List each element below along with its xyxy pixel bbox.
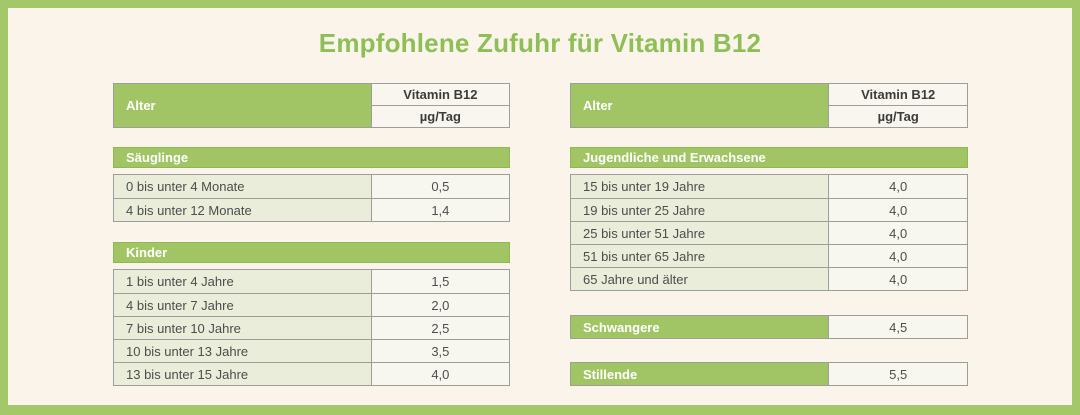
table-row: 1 bis unter 4 Jahre 1,5 xyxy=(114,270,509,293)
row-value: 4,0 xyxy=(370,363,509,385)
row-value: 4,0 xyxy=(828,222,967,244)
table-row: 4 bis unter 7 Jahre 2,0 xyxy=(114,293,509,316)
tables-container: Alter Vitamin B12 µg/Tag Säuglinge 0 bis… xyxy=(113,83,1072,386)
rows-kinder: 1 bis unter 4 Jahre 1,5 4 bis unter 7 Ja… xyxy=(113,269,510,386)
row-value: 1,5 xyxy=(370,270,509,293)
table-row: 19 bis unter 25 Jahre 4,0 xyxy=(571,198,967,221)
nutrient-header-cell: Vitamin B12 xyxy=(371,84,509,105)
unit-header-cell: µg/Tag xyxy=(829,105,967,127)
row-value: 5,5 xyxy=(828,363,967,385)
nutrient-header-cell: Vitamin B12 xyxy=(829,84,967,105)
row-label: 0 bis unter 4 Monate xyxy=(114,175,371,198)
row-label: Schwangere xyxy=(571,316,829,338)
table-row: 15 bis unter 19 Jahre 4,0 xyxy=(571,175,967,198)
row-value: 2,0 xyxy=(370,294,509,316)
row-label: 19 bis unter 25 Jahre xyxy=(571,199,829,221)
section-bar-saeuglinge: Säuglinge xyxy=(113,147,510,168)
table-row: 4 bis unter 12 Monate 1,4 xyxy=(114,198,509,221)
value-column-header: Vitamin B12 µg/Tag xyxy=(828,84,967,127)
age-column-header: Alter xyxy=(571,84,829,127)
row-label: 65 Jahre und älter xyxy=(571,268,829,290)
row-label: Stillende xyxy=(571,363,829,385)
row-label: 51 bis unter 65 Jahre xyxy=(571,245,829,267)
table-row: 7 bis unter 10 Jahre 2,5 xyxy=(114,316,509,339)
row-label: 4 bis unter 12 Monate xyxy=(114,199,371,221)
row-value: 4,5 xyxy=(828,316,967,338)
row-label: 4 bis unter 7 Jahre xyxy=(114,294,371,316)
table-row: 10 bis unter 13 Jahre 3,5 xyxy=(114,339,509,362)
value-column-header: Vitamin B12 µg/Tag xyxy=(370,84,509,127)
table-row: 51 bis unter 65 Jahre 4,0 xyxy=(571,244,967,267)
row-label: 25 bis unter 51 Jahre xyxy=(571,222,829,244)
left-table: Alter Vitamin B12 µg/Tag Säuglinge 0 bis… xyxy=(113,83,510,386)
right-table: Alter Vitamin B12 µg/Tag Jugendliche und… xyxy=(570,83,968,386)
age-column-header: Alter xyxy=(114,84,371,127)
row-label: 1 bis unter 4 Jahre xyxy=(114,270,371,293)
row-label: 15 bis unter 19 Jahre xyxy=(571,175,829,198)
section-bar-kinder: Kinder xyxy=(113,242,510,263)
row-stillende: Stillende 5,5 xyxy=(570,362,968,386)
row-value: 4,0 xyxy=(828,245,967,267)
section-bar-jugendliche-erwachsene: Jugendliche und Erwachsene xyxy=(570,147,968,168)
row-schwangere: Schwangere 4,5 xyxy=(570,315,968,339)
right-table-header: Alter Vitamin B12 µg/Tag xyxy=(570,83,968,128)
table-row: 65 Jahre und älter 4,0 xyxy=(571,267,967,290)
row-value: 4,0 xyxy=(828,175,967,198)
row-value: 1,4 xyxy=(370,199,509,221)
rows-jugendliche-erwachsene: 15 bis unter 19 Jahre 4,0 19 bis unter 2… xyxy=(570,174,968,291)
left-table-header: Alter Vitamin B12 µg/Tag xyxy=(113,83,510,128)
table-row: 13 bis unter 15 Jahre 4,0 xyxy=(114,362,509,385)
row-value: 4,0 xyxy=(828,199,967,221)
row-label: 7 bis unter 10 Jahre xyxy=(114,317,371,339)
row-label: 13 bis unter 15 Jahre xyxy=(114,363,371,385)
row-value: 4,0 xyxy=(828,268,967,290)
rows-saeuglinge: 0 bis unter 4 Monate 0,5 4 bis unter 12 … xyxy=(113,174,510,222)
row-value: 0,5 xyxy=(370,175,509,198)
unit-header-cell: µg/Tag xyxy=(371,105,509,127)
row-label: 10 bis unter 13 Jahre xyxy=(114,340,371,362)
row-value: 3,5 xyxy=(370,340,509,362)
page-title: Empfohlene Zufuhr für Vitamin B12 xyxy=(318,28,762,58)
table-row: 0 bis unter 4 Monate 0,5 xyxy=(114,175,509,198)
row-value: 2,5 xyxy=(370,317,509,339)
table-row: 25 bis unter 51 Jahre 4,0 xyxy=(571,221,967,244)
